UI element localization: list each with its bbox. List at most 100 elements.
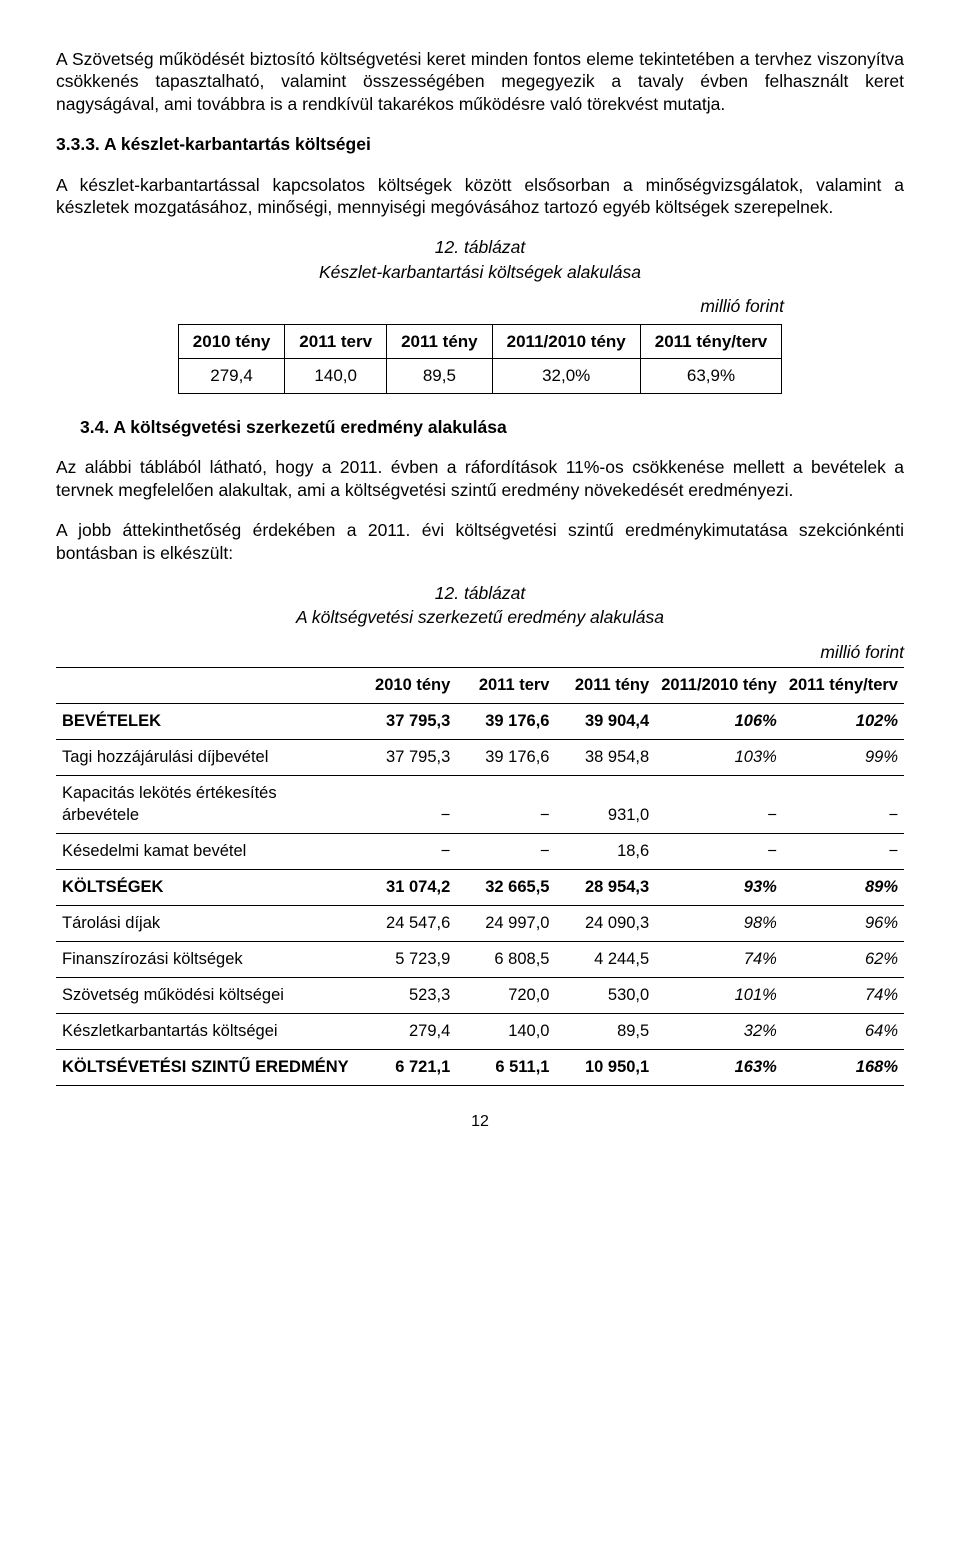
cell: 32,0% — [492, 359, 640, 394]
section-34-paragraph-b: A jobb áttekinthetőség érdekében a 2011.… — [56, 519, 904, 564]
col-header: 2011/2010 tény — [492, 324, 640, 359]
col-header — [56, 668, 356, 704]
table-row: Finanszírozási költségek5 723,96 808,54 … — [56, 942, 904, 978]
cell: 38 954,8 — [555, 740, 655, 776]
cell: 99% — [783, 740, 904, 776]
cell: 24 547,6 — [356, 905, 456, 941]
cell: − — [655, 833, 783, 869]
table12b-title: A költségvetési szerkezetű eredmény alak… — [56, 606, 904, 628]
table-row: Készletkarbantartás költségei279,4140,08… — [56, 1014, 904, 1050]
cell: − — [356, 833, 456, 869]
cell: 24 997,0 — [456, 905, 555, 941]
table12a-unit: millió forint — [56, 295, 904, 317]
cell: 5 723,9 — [356, 942, 456, 978]
col-header: 2011 tény — [387, 324, 493, 359]
table12b-num: 12. táblázat — [56, 582, 904, 604]
table-row: Tárolási díjak24 547,624 997,024 090,398… — [56, 905, 904, 941]
cell: Tárolási díjak — [56, 905, 356, 941]
cell: 93% — [655, 869, 783, 905]
cell: Szövetség működési költségei — [56, 978, 356, 1014]
cell: 10 950,1 — [555, 1050, 655, 1086]
section-333-paragraph: A készlet-karbantartással kapcsolatos kö… — [56, 174, 904, 219]
cell: 931,0 — [555, 776, 655, 833]
table-header-row: 2010 tény 2011 terv 2011 tény 2011/2010 … — [178, 324, 781, 359]
cell: Kapacitás lekötés értékesítés árbevétele — [56, 776, 356, 833]
col-header: 2011 terv — [456, 668, 555, 704]
cell: 32% — [655, 1014, 783, 1050]
cell: 103% — [655, 740, 783, 776]
cell: 28 954,3 — [555, 869, 655, 905]
cell: 62% — [783, 942, 904, 978]
table12a-num: 12. táblázat — [56, 236, 904, 258]
cell: 102% — [783, 704, 904, 740]
col-header: 2011/2010 tény — [655, 668, 783, 704]
cell: 89% — [783, 869, 904, 905]
col-header: 2011 terv — [285, 324, 387, 359]
cell: 6 511,1 — [456, 1050, 555, 1086]
section-333-heading: 3.3.3. A készlet-karbantartás költségei — [56, 133, 904, 155]
table-row: BEVÉTELEK37 795,339 176,639 904,4106%102… — [56, 704, 904, 740]
cell: − — [783, 833, 904, 869]
cell: 37 795,3 — [356, 704, 456, 740]
intro-paragraph: A Szövetség működését biztosító költségv… — [56, 48, 904, 115]
cell: Késedelmi kamat bevétel — [56, 833, 356, 869]
table-row: Késedelmi kamat bevétel−−18,6−− — [56, 833, 904, 869]
cell: 39 176,6 — [456, 704, 555, 740]
table-row: 279,4 140,0 89,5 32,0% 63,9% — [178, 359, 781, 394]
cell: 140,0 — [456, 1014, 555, 1050]
cell: 96% — [783, 905, 904, 941]
cell: 74% — [655, 942, 783, 978]
cell: 6 721,1 — [356, 1050, 456, 1086]
cell: 89,5 — [555, 1014, 655, 1050]
cell: 89,5 — [387, 359, 493, 394]
cell: 18,6 — [555, 833, 655, 869]
table-row: Szövetség működési költségei523,3720,053… — [56, 978, 904, 1014]
col-header: 2011 tény/terv — [783, 668, 904, 704]
col-header: 2010 tény — [178, 324, 285, 359]
cell: 530,0 — [555, 978, 655, 1014]
cell: − — [456, 833, 555, 869]
cell: 39 176,6 — [456, 740, 555, 776]
col-header: 2010 tény — [356, 668, 456, 704]
section-34-heading: 3.4. A költségvetési szerkezetű eredmény… — [80, 416, 904, 438]
cell: 168% — [783, 1050, 904, 1086]
cell: 279,4 — [178, 359, 285, 394]
cell: 63,9% — [640, 359, 781, 394]
table-row: Kapacitás lekötés értékesítés árbevétele… — [56, 776, 904, 833]
col-header: 2011 tény/terv — [640, 324, 781, 359]
cell: − — [783, 776, 904, 833]
cell: Finanszírozási költségek — [56, 942, 356, 978]
cell: 523,3 — [356, 978, 456, 1014]
cell: 279,4 — [356, 1014, 456, 1050]
table-header-row: 2010 tény 2011 terv 2011 tény 2011/2010 … — [56, 668, 904, 704]
cell: 24 090,3 — [555, 905, 655, 941]
cell: 140,0 — [285, 359, 387, 394]
cell: 106% — [655, 704, 783, 740]
cell: 4 244,5 — [555, 942, 655, 978]
table-row: KÖLTSÉVETÉSI SZINTŰ EREDMÉNY6 721,16 511… — [56, 1050, 904, 1086]
cell: − — [456, 776, 555, 833]
table12b-unit: millió forint — [56, 641, 904, 663]
cell: 39 904,4 — [555, 704, 655, 740]
cell: Készletkarbantartás költségei — [56, 1014, 356, 1050]
section-34-paragraph-a: Az alábbi táblából látható, hogy a 2011.… — [56, 456, 904, 501]
table12b: 2010 tény 2011 terv 2011 tény 2011/2010 … — [56, 667, 904, 1086]
cell: 6 808,5 — [456, 942, 555, 978]
table-row: KÖLTSÉGEK31 074,232 665,528 954,393%89% — [56, 869, 904, 905]
cell: 32 665,5 — [456, 869, 555, 905]
table12a: 2010 tény 2011 terv 2011 tény 2011/2010 … — [178, 324, 782, 395]
table-row: Tagi hozzájárulási díjbevétel37 795,339 … — [56, 740, 904, 776]
table12a-title: Készlet-karbantartási költségek alakulás… — [56, 261, 904, 283]
cell: KÖLTSÉVETÉSI SZINTŰ EREDMÉNY — [56, 1050, 356, 1086]
page-number: 12 — [56, 1112, 904, 1132]
col-header: 2011 tény — [555, 668, 655, 704]
cell: BEVÉTELEK — [56, 704, 356, 740]
cell: − — [655, 776, 783, 833]
cell: 98% — [655, 905, 783, 941]
cell: 101% — [655, 978, 783, 1014]
cell: 74% — [783, 978, 904, 1014]
cell: 31 074,2 — [356, 869, 456, 905]
cell: 37 795,3 — [356, 740, 456, 776]
cell: KÖLTSÉGEK — [56, 869, 356, 905]
cell: − — [356, 776, 456, 833]
